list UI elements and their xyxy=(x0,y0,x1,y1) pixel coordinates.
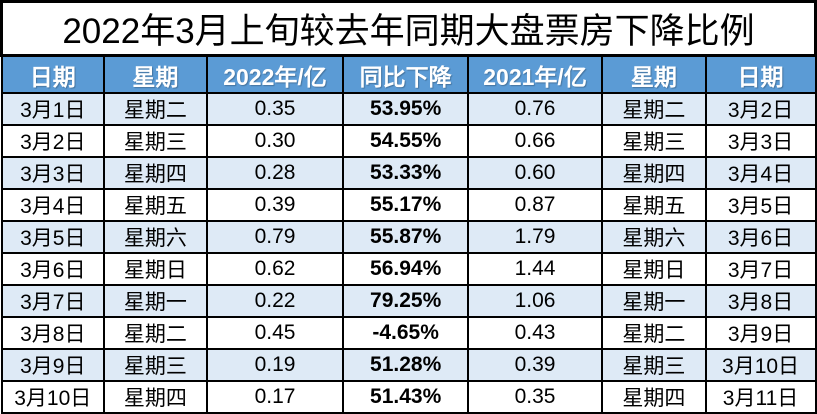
cell-date-right: 3月7日 xyxy=(704,252,817,286)
title-row: 2022年3月上旬较去年同期大盘票房下降比例 xyxy=(0,0,817,57)
cell-2021-value: 0.87 xyxy=(466,188,604,222)
cell-date-left: 3月5日 xyxy=(0,220,106,254)
cell-date-left: 3月4日 xyxy=(0,188,106,222)
cell-date-right: 3月8日 xyxy=(704,284,817,318)
table-row: 3月8日 星期二 0.45 -4.65% 0.43 星期二 3月9日 xyxy=(0,316,817,350)
cell-weekday-right: 星期二 xyxy=(601,92,707,126)
cell-date-right: 3月6日 xyxy=(704,220,817,254)
cell-yoy-drop: 53.95% xyxy=(342,92,469,126)
cell-2022-value: 0.19 xyxy=(205,348,345,382)
cell-2022-value: 0.30 xyxy=(205,124,345,158)
column-header-yoy-drop: 同比下降 xyxy=(342,54,469,94)
cell-date-left: 3月6日 xyxy=(0,252,106,286)
cell-date-right: 3月3日 xyxy=(704,124,817,158)
cell-2021-value: 1.06 xyxy=(466,284,604,318)
cell-date-left: 3月7日 xyxy=(0,284,106,318)
column-header-2022-value: 2022年/亿 xyxy=(205,54,345,94)
cell-weekday-left: 星期五 xyxy=(103,188,208,222)
cell-date-left: 3月3日 xyxy=(0,156,106,190)
table-row: 3月6日 星期日 0.62 56.94% 1.44 星期日 3月7日 xyxy=(0,252,817,286)
cell-date-right: 3月2日 xyxy=(704,92,817,126)
table-row: 3月1日 星期二 0.35 53.95% 0.76 星期二 3月2日 xyxy=(0,92,817,126)
cell-date-left: 3月1日 xyxy=(0,92,106,126)
cell-2021-value: 1.79 xyxy=(466,220,604,254)
cell-yoy-drop: 79.25% xyxy=(342,284,469,318)
cell-2022-value: 0.79 xyxy=(205,220,345,254)
cell-2021-value: 0.66 xyxy=(466,124,604,158)
cell-2022-value: 0.45 xyxy=(205,316,345,350)
cell-2022-value: 0.35 xyxy=(205,92,345,126)
cell-weekday-left: 星期一 xyxy=(103,284,208,318)
column-header-2021-value: 2021年/亿 xyxy=(466,54,604,94)
table-row: 3月4日 星期五 0.39 55.17% 0.87 星期五 3月5日 xyxy=(0,188,817,222)
page-title: 2022年3月上旬较去年同期大盘票房下降比例 xyxy=(0,0,817,57)
cell-2021-value: 0.39 xyxy=(466,348,604,382)
cell-yoy-drop: 51.28% xyxy=(342,348,469,382)
cell-weekday-right: 星期四 xyxy=(601,156,707,190)
table-row: 3月5日 星期六 0.79 55.87% 1.79 星期六 3月6日 xyxy=(0,220,817,254)
cell-weekday-right: 星期三 xyxy=(601,124,707,158)
cell-yoy-drop: 55.17% xyxy=(342,188,469,222)
table-row: 3月9日 星期三 0.19 51.28% 0.39 星期三 3月10日 xyxy=(0,348,817,382)
cell-2021-value: 0.60 xyxy=(466,156,604,190)
cell-weekday-right: 星期日 xyxy=(601,252,707,286)
cell-date-left: 3月8日 xyxy=(0,316,106,350)
cell-weekday-right: 星期六 xyxy=(601,220,707,254)
cell-weekday-left: 星期二 xyxy=(103,316,208,350)
cell-date-left: 3月10日 xyxy=(0,380,106,414)
cell-2021-value: 0.43 xyxy=(466,316,604,350)
cell-2021-value: 1.44 xyxy=(466,252,604,286)
cell-2022-value: 0.17 xyxy=(205,380,345,414)
cell-weekday-left: 星期六 xyxy=(103,220,208,254)
cell-yoy-drop: -4.65% xyxy=(342,316,469,350)
cell-date-right: 3月4日 xyxy=(704,156,817,190)
column-header-date-right: 日期 xyxy=(704,54,817,94)
cell-2022-value: 0.22 xyxy=(205,284,345,318)
cell-weekday-right: 星期三 xyxy=(601,348,707,382)
cell-date-left: 3月9日 xyxy=(0,348,106,382)
cell-yoy-drop: 55.87% xyxy=(342,220,469,254)
cell-weekday-right: 星期五 xyxy=(601,188,707,222)
cell-date-right: 3月10日 xyxy=(704,348,817,382)
cell-weekday-left: 星期三 xyxy=(103,348,208,382)
cell-yoy-drop: 53.33% xyxy=(342,156,469,190)
cell-yoy-drop: 51.43% xyxy=(342,380,469,414)
cell-weekday-left: 星期日 xyxy=(103,252,208,286)
cell-weekday-right: 星期二 xyxy=(601,316,707,350)
column-header-date-left: 日期 xyxy=(0,54,106,94)
table-row: 3月7日 星期一 0.22 79.25% 1.06 星期一 3月8日 xyxy=(0,284,817,318)
cell-date-right: 3月11日 xyxy=(704,380,817,414)
cell-2022-value: 0.28 xyxy=(205,156,345,190)
cell-weekday-left: 星期四 xyxy=(103,156,208,190)
table-row: 3月10日 星期四 0.17 51.43% 0.35 星期四 3月11日 xyxy=(0,380,817,414)
table-row: 3月3日 星期四 0.28 53.33% 0.60 星期四 3月4日 xyxy=(0,156,817,190)
table-row: 3月2日 星期三 0.30 54.55% 0.66 星期三 3月3日 xyxy=(0,124,817,158)
cell-date-left: 3月2日 xyxy=(0,124,106,158)
cell-weekday-right: 星期一 xyxy=(601,284,707,318)
cell-2022-value: 0.39 xyxy=(205,188,345,222)
cell-weekday-left: 星期二 xyxy=(103,92,208,126)
cell-weekday-left: 星期三 xyxy=(103,124,208,158)
cell-date-right: 3月5日 xyxy=(704,188,817,222)
cell-2021-value: 0.76 xyxy=(466,92,604,126)
cell-weekday-left: 星期四 xyxy=(103,380,208,414)
cell-weekday-right: 星期四 xyxy=(601,380,707,414)
column-header-weekday-right: 星期 xyxy=(601,54,707,94)
cell-date-right: 3月9日 xyxy=(704,316,817,350)
cell-yoy-drop: 56.94% xyxy=(342,252,469,286)
cell-2022-value: 0.62 xyxy=(205,252,345,286)
cell-2021-value: 0.35 xyxy=(466,380,604,414)
table-header-row: 日期 星期 2022年/亿 同比下降 2021年/亿 星期 日期 xyxy=(0,54,817,94)
cell-yoy-drop: 54.55% xyxy=(342,124,469,158)
column-header-weekday-left: 星期 xyxy=(103,54,208,94)
